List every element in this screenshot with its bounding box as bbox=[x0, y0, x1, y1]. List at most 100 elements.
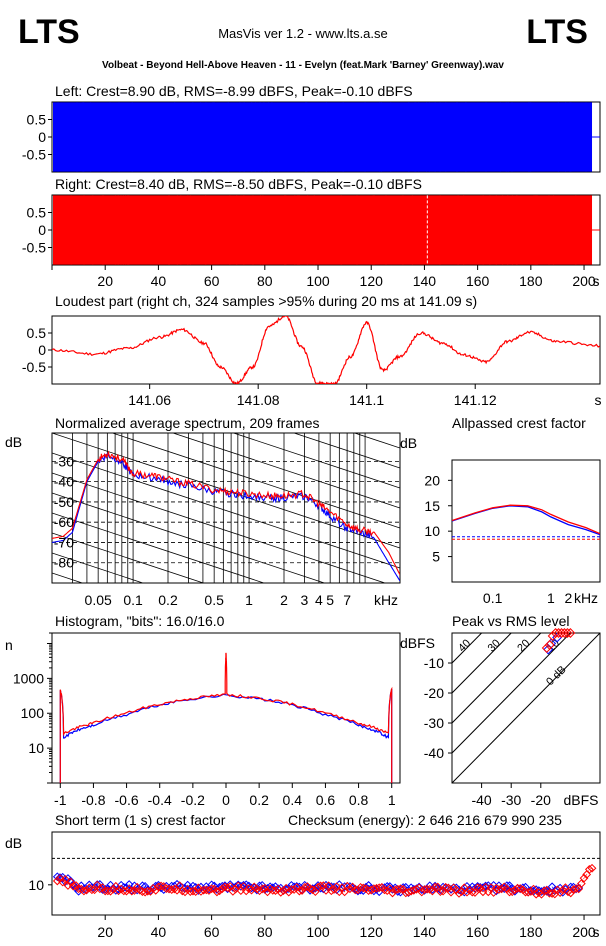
peak-rms-title: Peak vs RMS level bbox=[452, 613, 569, 629]
shortcrest-point bbox=[438, 886, 448, 896]
right-waveform-xtick-label: 60 bbox=[204, 273, 220, 289]
spectrum-ylabel: dB bbox=[5, 434, 22, 450]
shortcrest-point bbox=[566, 888, 576, 898]
logo-right: LTS bbox=[526, 13, 588, 51]
shortcrest-xtick-label: 140 bbox=[413, 924, 437, 940]
peakrms-crest-line bbox=[452, 633, 542, 724]
left-waveform-ytick-label: 0.5 bbox=[27, 112, 47, 128]
crest-ytick-label: 5 bbox=[432, 549, 440, 565]
spectrum-xtick-label: 0.2 bbox=[158, 592, 178, 608]
shortcrest-point bbox=[358, 886, 368, 895]
spectrum-slope-line bbox=[292, 433, 400, 469]
histogram-ytick-label: 1000 bbox=[13, 670, 44, 686]
loudest-ytick-label: 0.5 bbox=[27, 325, 47, 341]
peakrms-xtick-label: -40 bbox=[471, 792, 491, 808]
shortcrest-ytick-label: 10 bbox=[28, 877, 44, 893]
histogram-series-line bbox=[59, 688, 393, 783]
loudest-xtick-label: 141.12 bbox=[454, 392, 497, 408]
spectrum-xtick-label: 1 bbox=[245, 592, 253, 608]
shortcrest-point bbox=[388, 888, 397, 898]
spectrum-ytick-label: -80 bbox=[54, 555, 74, 571]
shortcrest-point bbox=[76, 884, 86, 894]
app-title: MasVis ver 1.2 - www.lts.a.se bbox=[218, 26, 388, 41]
shortcrest-xtick-label: 180 bbox=[519, 924, 543, 940]
shortcrest-point bbox=[428, 886, 437, 896]
shortcrest-point bbox=[215, 886, 224, 896]
shortcrest-point bbox=[191, 887, 201, 896]
shortcrest-point bbox=[377, 883, 387, 892]
checksum: Checksum (energy): 2 646 216 679 990 235 bbox=[288, 812, 562, 828]
crest-series-line bbox=[452, 505, 600, 536]
spectrum-slope-line bbox=[52, 512, 266, 583]
shortcrest-frame bbox=[51, 831, 601, 916]
shortcrest-xtick-label: 60 bbox=[204, 924, 220, 940]
shortcrest-xtick-label: 100 bbox=[306, 924, 330, 940]
shortcrest-point bbox=[489, 880, 498, 890]
left-waveform-envelope bbox=[53, 102, 593, 172]
peakrms-point bbox=[550, 628, 561, 638]
histogram-xtick-label: -0.8 bbox=[81, 792, 105, 808]
peakrms-xunit: dBFS bbox=[563, 792, 598, 808]
shortcrest-point bbox=[430, 882, 440, 892]
shortcrest-xtick-label: 40 bbox=[151, 924, 167, 940]
spectrum-slope-line bbox=[52, 552, 145, 583]
crest-ytick-label: 15 bbox=[424, 498, 440, 514]
shortcrest-point bbox=[454, 888, 464, 898]
shortcrest-xtick-label: 160 bbox=[466, 924, 490, 940]
shortcrest-point bbox=[207, 884, 216, 894]
crest-ytick-label: 20 bbox=[424, 472, 440, 488]
shortcrest-point bbox=[499, 882, 509, 892]
right-waveform-peaks bbox=[70, 195, 577, 265]
histogram-ylabel: n bbox=[5, 637, 13, 653]
right-waveform-xtick-label: 20 bbox=[97, 273, 113, 289]
loudest-xtick-label: 141.1 bbox=[349, 392, 384, 408]
shortcrest-point bbox=[98, 883, 107, 892]
spectrum-slope-line bbox=[52, 572, 84, 583]
spectrum-slope-line bbox=[52, 593, 400, 708]
spectrum-series-line bbox=[52, 450, 400, 576]
shortcrest-point bbox=[449, 883, 459, 893]
spectrum-ytick-label: -40 bbox=[54, 474, 74, 490]
spectrum-slope-line bbox=[232, 433, 400, 489]
spectrum-slope-line bbox=[52, 492, 326, 583]
shortcrest-ylabel: dB bbox=[5, 835, 22, 851]
spectrum-slope-line bbox=[52, 532, 205, 583]
shortcrest-xtick-label: 120 bbox=[360, 924, 384, 940]
shortcrest-point bbox=[276, 887, 286, 897]
shortcrest-point bbox=[71, 881, 81, 890]
spectrum-xtick-label: 0.1 bbox=[123, 592, 143, 608]
loudest-xtick-label: 141.08 bbox=[237, 392, 280, 408]
shortcrest-point bbox=[417, 887, 427, 897]
peakrms-ylabel: dBFS bbox=[400, 635, 435, 651]
left-title: Left: Crest=8.90 dB, RMS=-8.99 dBFS, Pea… bbox=[55, 83, 413, 99]
spectrum-slope-line bbox=[52, 713, 400, 828]
peakrms-crest-line bbox=[452, 633, 512, 694]
spectrum-xtick-label: 7 bbox=[343, 592, 351, 608]
histogram-xtick-label: -0.4 bbox=[148, 792, 172, 808]
histogram-xtick-label: -0.2 bbox=[181, 792, 205, 808]
histogram-xtick-label: -0.6 bbox=[115, 792, 139, 808]
spectrum-xtick-label: 3 bbox=[301, 592, 309, 608]
file-name: Volbeat - Beyond Hell-Above Heaven - 11 … bbox=[102, 60, 504, 71]
peakrms-point bbox=[559, 628, 570, 638]
shortcrest-point bbox=[555, 888, 565, 897]
right-waveform-ytick-label: 0.5 bbox=[27, 205, 47, 221]
peakrms-frame bbox=[451, 632, 601, 784]
shortcrest-point bbox=[249, 882, 259, 892]
spectrum-slope-line bbox=[52, 293, 400, 408]
histogram-xtick-label: 0.8 bbox=[349, 792, 369, 808]
right-waveform-xtick-label: 180 bbox=[519, 273, 543, 289]
spectrum-slope-line bbox=[171, 433, 400, 509]
right-waveform-xtick-label: 200 bbox=[572, 273, 596, 289]
shortcrest-point bbox=[302, 882, 312, 891]
shortcrest-point bbox=[316, 881, 326, 891]
left-waveform-ytick-label: 0 bbox=[38, 129, 46, 145]
shortcrest-point bbox=[576, 879, 586, 888]
left-waveform-ytick-label: -0.5 bbox=[22, 147, 46, 163]
shortcrest-point bbox=[162, 881, 171, 891]
shortcrest-point bbox=[55, 874, 65, 883]
shortcrest-point bbox=[521, 887, 530, 897]
shortcrest-point bbox=[542, 885, 552, 895]
spectrum-slope-line bbox=[111, 433, 400, 529]
